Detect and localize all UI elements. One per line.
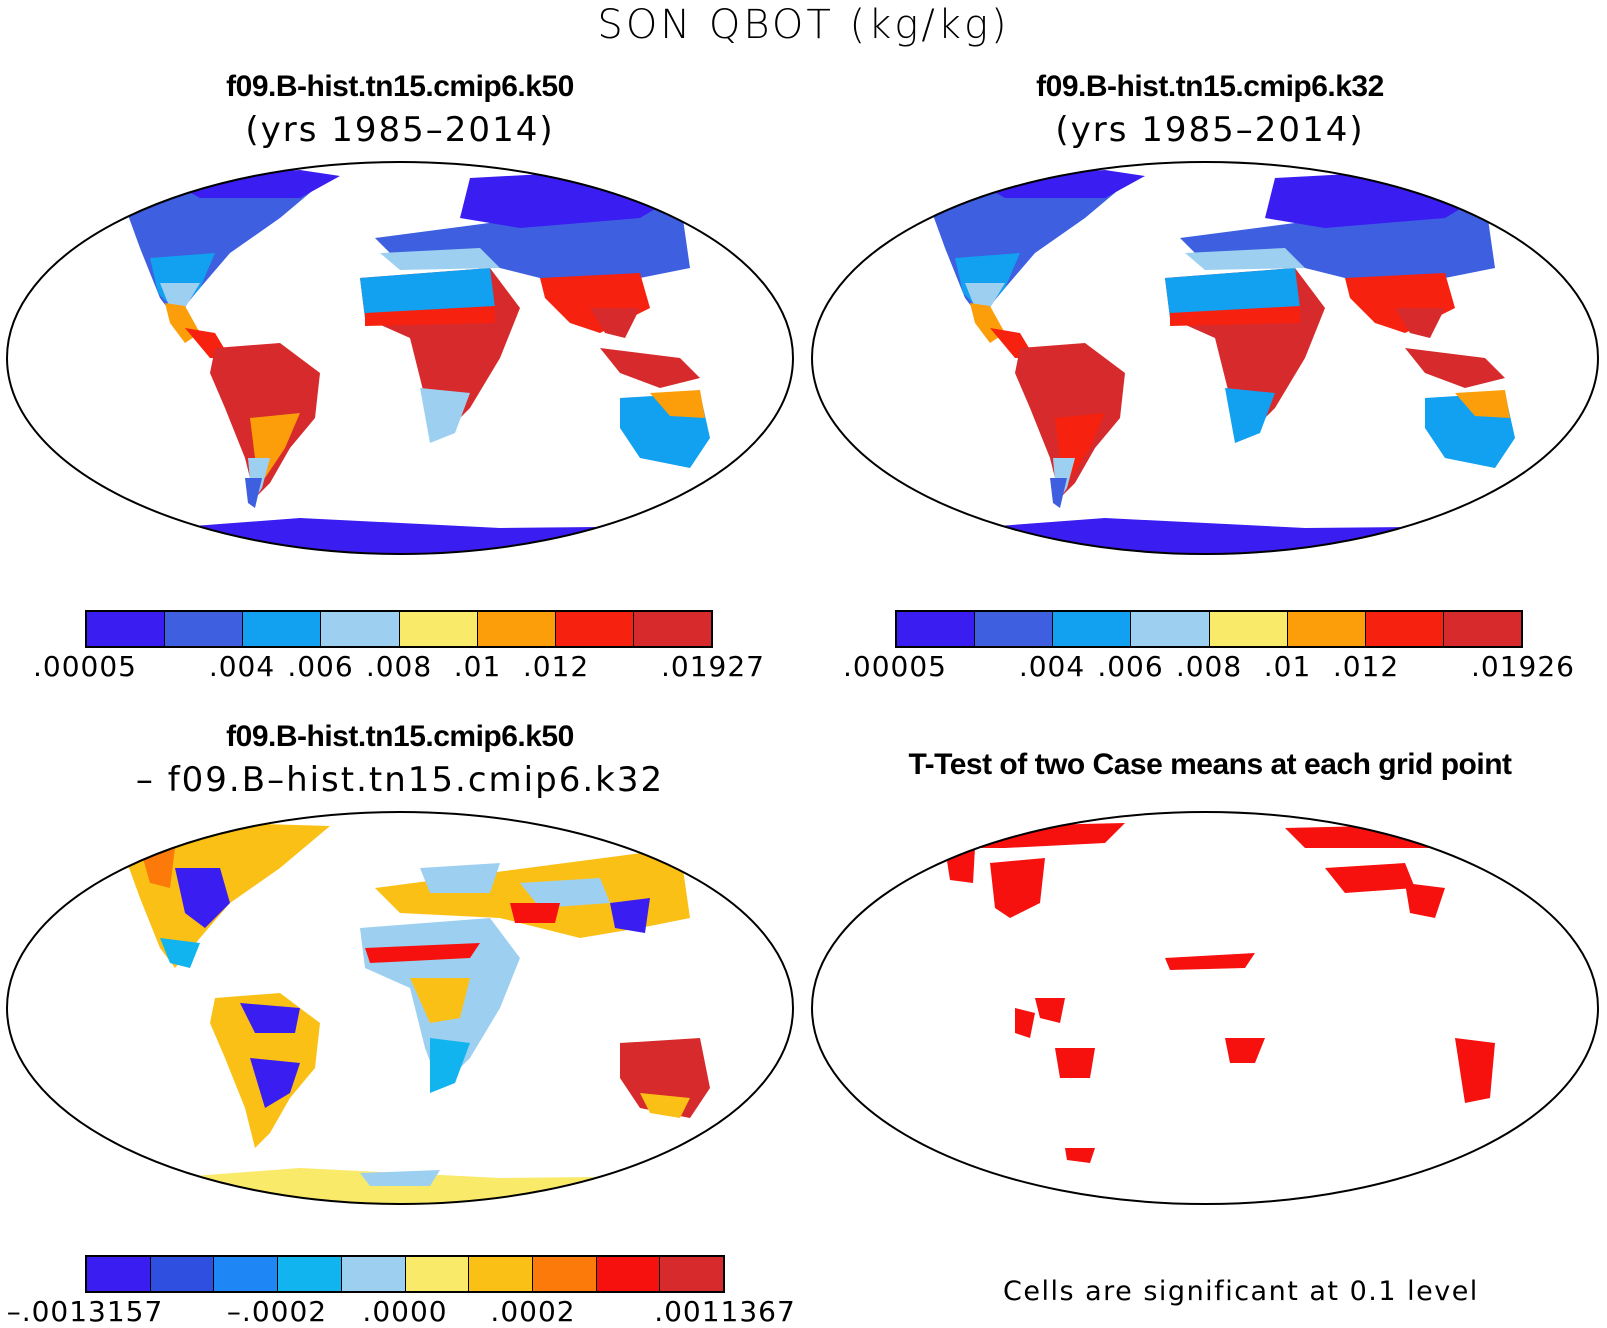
panel1-title: f09.B-hist.tn15.cmip6.k50	[226, 70, 574, 103]
colorbar-swatch	[1287, 612, 1366, 646]
colorbar-tick-label: –.0002	[226, 1295, 328, 1328]
colorbar-tick-label: .008	[365, 650, 433, 683]
colorbar-tick-label: –.0013157	[6, 1295, 164, 1328]
colorbar-swatch	[1365, 612, 1444, 646]
panel3-title: f09.B-hist.tn15.cmip6.k50	[226, 720, 574, 753]
colorbar-tick-label: .004	[1018, 650, 1086, 683]
colorbar-swatch	[975, 612, 1054, 646]
figure-title: SON QBOT (kg/kg)	[597, 2, 1010, 48]
colorbar-swatch	[469, 1257, 533, 1291]
colorbar-swatch	[897, 612, 976, 646]
colorbar-swatch	[633, 612, 711, 646]
colorbar-tick-label: .012	[522, 650, 590, 683]
colorbar-tick-label: .0011367	[654, 1295, 796, 1328]
colorbar-swatch	[1131, 612, 1210, 646]
colorbar-panel-2	[895, 610, 1523, 648]
colorbar-tick-label: .0000	[362, 1295, 448, 1328]
colorbar-swatch	[1209, 612, 1288, 646]
colorbar-swatch	[532, 1257, 597, 1291]
colorbar-tick-label: .012	[1332, 650, 1400, 683]
colorbar-swatch	[660, 1257, 724, 1291]
colorbar-tick-label: .01	[1263, 650, 1312, 683]
panel2-subtitle: (yrs 1985–2014)	[1055, 110, 1365, 150]
colorbar-panel-1	[85, 610, 713, 648]
map-panel-3	[6, 811, 794, 1205]
colorbar-tick-label: .01926	[1471, 650, 1575, 683]
colorbar-swatch	[399, 612, 478, 646]
colorbar-swatch	[341, 1257, 406, 1291]
colorbar-tick-label: .008	[1175, 650, 1243, 683]
colorbar-swatch	[1053, 612, 1132, 646]
panel3-subtitle: – f09.B–hist.tn15.cmip6.k32	[135, 760, 665, 800]
colorbar-tick-label: .006	[287, 650, 354, 683]
colorbar-swatch	[243, 612, 322, 646]
colorbar-swatch	[477, 612, 556, 646]
colorbar-swatch	[278, 1257, 342, 1291]
colorbar-tick-label: .00005	[843, 650, 947, 683]
panel2-title: f09.B-hist.tn15.cmip6.k32	[1036, 70, 1384, 103]
significance-note: Cells are significant at 0.1 level	[1003, 1276, 1479, 1307]
colorbar-panel-3	[85, 1255, 725, 1293]
colorbar-swatch	[596, 1257, 661, 1291]
colorbar-tick-label: .004	[208, 650, 276, 683]
colorbar-tick-label: .006	[1097, 650, 1164, 683]
colorbar-tick-label: .00005	[33, 650, 137, 683]
colorbar-swatch	[555, 612, 634, 646]
colorbar-swatch	[1443, 612, 1521, 646]
colorbar-tick-label: .0002	[490, 1295, 576, 1328]
map-panel-1	[6, 161, 794, 555]
panel4-title: T-Test of two Case means at each grid po…	[908, 748, 1512, 781]
colorbar-swatch	[87, 1257, 151, 1291]
colorbar-tick-label: .01927	[661, 650, 765, 683]
map-panel-2	[811, 161, 1599, 555]
map-panel-4	[811, 811, 1599, 1205]
colorbar-swatch	[165, 612, 244, 646]
colorbar-tick-label: .01	[453, 650, 502, 683]
colorbar-swatch	[321, 612, 400, 646]
colorbar-swatch	[150, 1257, 215, 1291]
colorbar-swatch	[87, 612, 166, 646]
colorbar-swatch	[405, 1257, 470, 1291]
colorbar-swatch	[214, 1257, 279, 1291]
panel1-subtitle: (yrs 1985–2014)	[245, 110, 555, 150]
